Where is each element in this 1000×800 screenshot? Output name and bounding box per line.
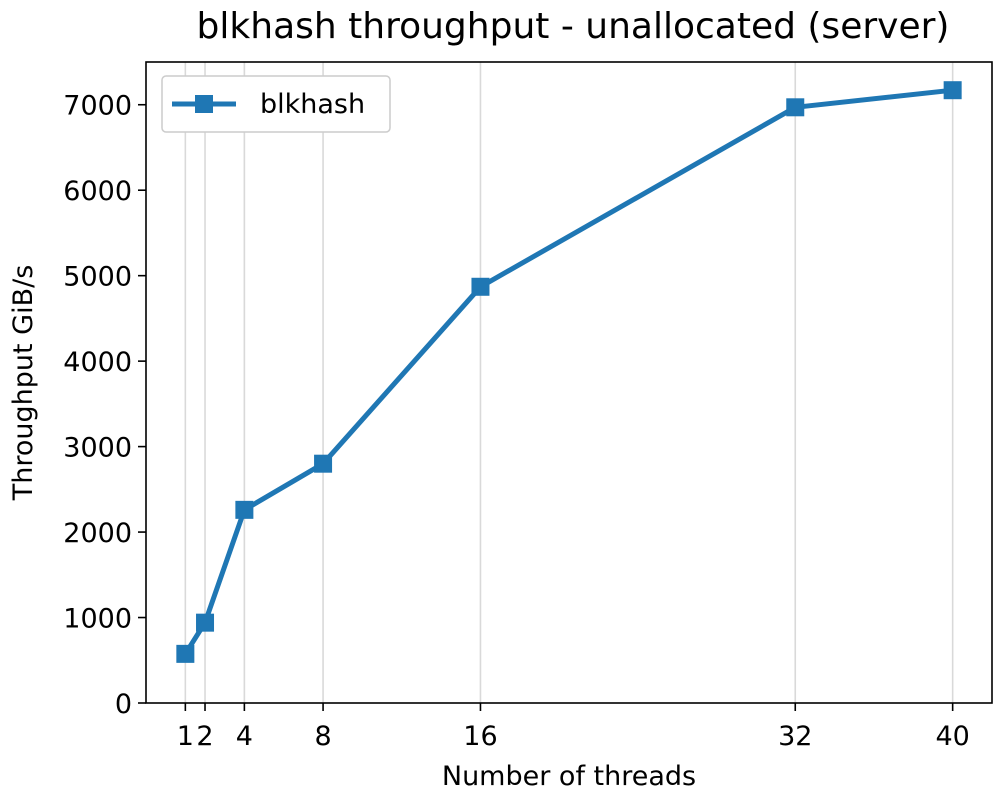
y-tick-label: 4000 bbox=[63, 347, 132, 378]
y-tick-label: 1000 bbox=[63, 604, 132, 635]
x-tick-label: 1 bbox=[177, 721, 194, 752]
data-point bbox=[176, 644, 195, 663]
x-tick-label: 4 bbox=[236, 721, 253, 752]
y-tick-label: 7000 bbox=[63, 91, 132, 122]
plot-frame bbox=[145, 61, 993, 704]
chart-title: blkhash throughput - unallocated (server… bbox=[197, 6, 950, 47]
x-tick-label: 16 bbox=[463, 721, 497, 752]
y-tick-label: 6000 bbox=[63, 176, 132, 207]
legend-marker bbox=[195, 95, 213, 113]
x-axis: 1 2 4 8 16 32 40 bbox=[177, 703, 970, 752]
data-point bbox=[471, 277, 490, 296]
x-tick-label: 32 bbox=[778, 721, 812, 752]
legend-box bbox=[161, 75, 391, 133]
y-tick-label: 3000 bbox=[63, 433, 132, 464]
x-tick-label: 40 bbox=[935, 721, 969, 752]
plot-area bbox=[176, 81, 962, 663]
x-tick-label: 8 bbox=[314, 721, 331, 752]
y-tick-label: 0 bbox=[115, 689, 132, 720]
series-line bbox=[183, 87, 953, 656]
y-axis: 0 1000 2000 3000 4000 5000 6000 7000 bbox=[63, 91, 146, 720]
y-tick-label: 5000 bbox=[63, 262, 132, 293]
data-point bbox=[196, 613, 215, 632]
x-tick-label: 2 bbox=[196, 721, 213, 752]
data-point bbox=[235, 500, 254, 519]
y-tick-label: 2000 bbox=[63, 518, 132, 549]
grid bbox=[184, 62, 954, 703]
data-point bbox=[943, 81, 962, 100]
legend: blkhash bbox=[161, 75, 391, 133]
data-point bbox=[786, 98, 805, 117]
x-axis-label: Number of threads bbox=[442, 761, 696, 792]
y-axis-label: Throughput GiB/s bbox=[8, 265, 39, 502]
legend-label: blkhash bbox=[260, 89, 365, 120]
data-point bbox=[314, 454, 333, 473]
